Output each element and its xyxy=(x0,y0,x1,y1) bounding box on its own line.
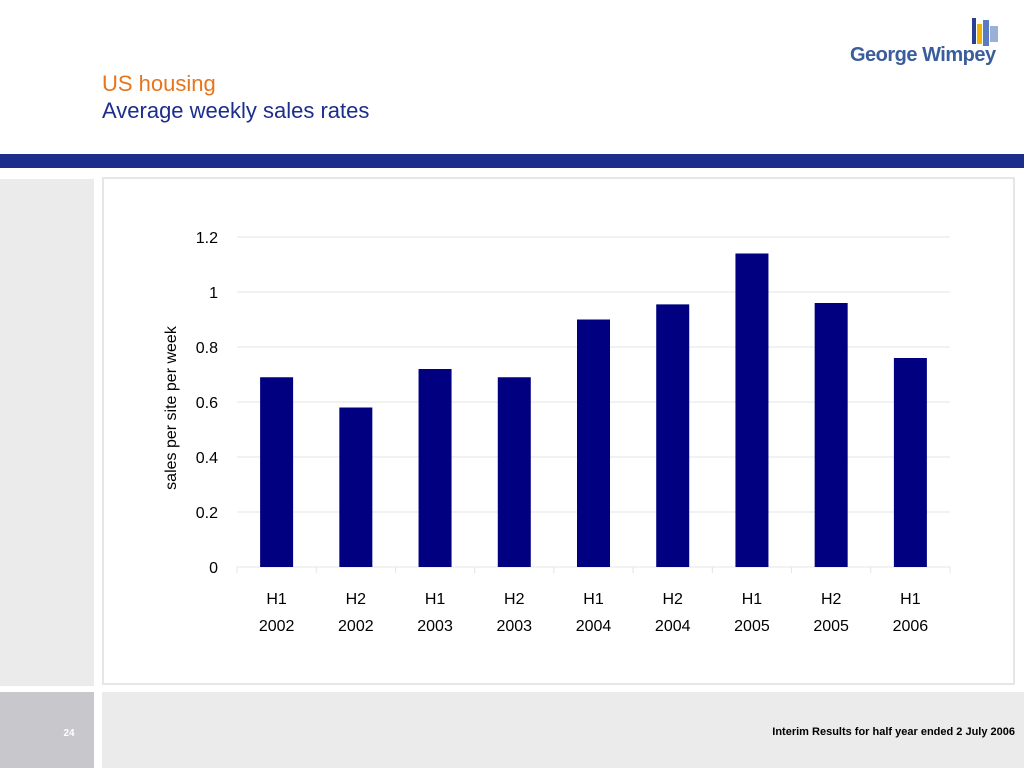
y-axis-label: sales per site per week xyxy=(163,325,180,490)
x-tick-label-half: H1 xyxy=(900,591,921,608)
bar xyxy=(735,253,769,567)
x-tick-label-year: 2002 xyxy=(259,618,295,635)
x-tick-label-year: 2003 xyxy=(417,618,453,635)
x-tick-label-half: H1 xyxy=(266,591,287,608)
x-tick-label-year: 2004 xyxy=(576,618,612,635)
x-tick-label-half: H2 xyxy=(821,591,842,608)
slide-title: US housing Average weekly sales rates xyxy=(102,70,369,124)
x-tick-label-year: 2003 xyxy=(496,618,532,635)
x-tick-label-half: H1 xyxy=(583,591,604,608)
company-logo: George Wimpey xyxy=(846,16,1006,76)
y-tick-label: 0.2 xyxy=(196,505,218,522)
x-tick-label-year: 2005 xyxy=(813,618,849,635)
x-tick-label-year: 2006 xyxy=(893,618,929,635)
x-tick-label-half: H2 xyxy=(504,591,525,608)
bar xyxy=(260,377,294,567)
footer-caption: Interim Results for half year ended 2 Ju… xyxy=(772,726,1015,738)
bar xyxy=(814,303,848,567)
footer-bar xyxy=(102,692,1024,768)
x-tick-label-half: H2 xyxy=(346,591,367,608)
title-subheading: Average weekly sales rates xyxy=(102,98,370,123)
y-tick-label: 0.6 xyxy=(196,395,218,412)
y-tick-label: 0.8 xyxy=(196,340,218,357)
x-tick-label-year: 2004 xyxy=(655,618,691,635)
bar xyxy=(893,358,927,567)
title-heading: US housing xyxy=(102,71,216,96)
bar xyxy=(497,377,531,567)
bar xyxy=(418,369,452,567)
bar xyxy=(656,304,690,567)
y-tick-label: 0 xyxy=(209,560,218,577)
page-number: 24 xyxy=(63,728,75,739)
y-tick-label: 0.4 xyxy=(196,450,218,467)
logo-text: George Wimpey xyxy=(850,44,996,66)
bar xyxy=(577,319,610,567)
x-tick-label-year: 2005 xyxy=(734,618,770,635)
logo-bars-icon xyxy=(972,18,998,46)
x-tick-label-year: 2002 xyxy=(338,618,374,635)
chart-panel: 0 0.2 0.4 0.6 0.8 1 1.2 H1 2002 H2 2002 H1 2003 H2 200… xyxy=(102,177,1015,685)
x-tick-label-half: H1 xyxy=(425,591,446,608)
footer-left-block xyxy=(0,692,94,768)
y-tick-label: 1.2 xyxy=(196,230,218,247)
header-rule xyxy=(0,154,1024,168)
x-tick-label-half: H1 xyxy=(742,591,763,608)
y-tick-label: 1 xyxy=(209,285,218,302)
bar-chart: 0 0.2 0.4 0.6 0.8 1 1.2 H1 2002 H2 2002 H1 2003 H2 200… xyxy=(163,230,951,635)
left-side-panel xyxy=(0,179,94,686)
x-tick-label-half: H2 xyxy=(662,591,683,608)
bar xyxy=(339,407,373,567)
